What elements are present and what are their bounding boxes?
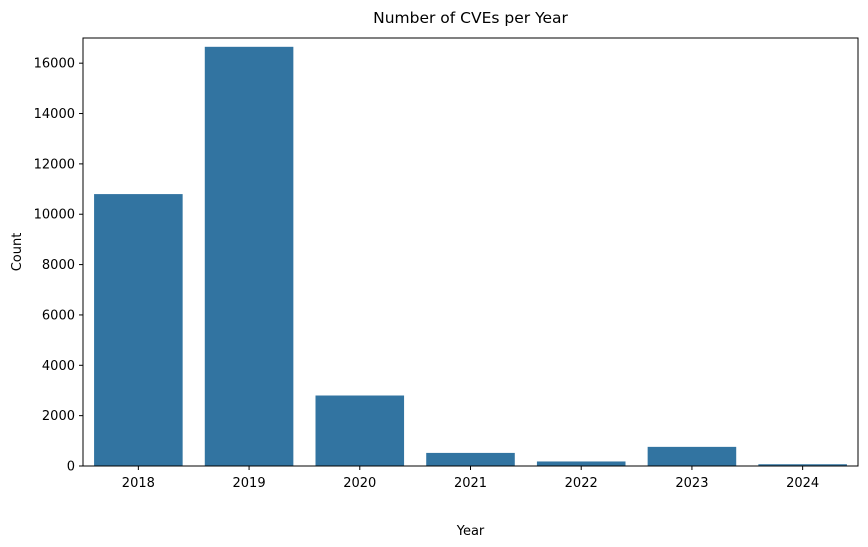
bar-2019	[204, 46, 294, 466]
x-tick-label: 2020	[343, 476, 376, 491]
bar-2021	[426, 452, 515, 466]
y-tick-label: 12000	[34, 157, 75, 172]
y-tick-label: 2000	[42, 409, 75, 424]
y-tick-label: 4000	[42, 359, 75, 374]
x-tick-label: 2023	[675, 476, 708, 491]
bars-group	[94, 46, 847, 466]
x-tick-label: 2018	[122, 476, 155, 491]
chart-title: Number of CVEs per Year	[373, 9, 568, 27]
y-tick-label: 6000	[42, 308, 75, 323]
x-tick-label: 2021	[454, 476, 487, 491]
y-tick-label: 14000	[34, 107, 75, 122]
x-axis-label: Year	[456, 524, 485, 539]
y-axis: 0 2000 4000 6000 8000 10000 12000 14000 16000	[34, 57, 83, 475]
plot-frame	[82, 37, 859, 467]
bar-2018	[94, 194, 183, 466]
x-tick-label: 2024	[786, 476, 819, 491]
bar-2022	[536, 461, 626, 466]
y-tick-label: 0	[67, 460, 75, 475]
bar-2020	[315, 395, 405, 466]
bar-2024	[758, 464, 847, 466]
y-tick-label: 16000	[34, 57, 75, 72]
y-tick-label: 10000	[34, 208, 75, 223]
y-tick-label: 8000	[42, 258, 75, 273]
bar-2023	[647, 446, 737, 466]
y-axis-label: Count	[10, 233, 25, 272]
x-axis: 2018 2019 2020 2021 2022 2023 2024	[122, 466, 819, 491]
x-tick-label: 2019	[233, 476, 266, 491]
x-tick-label: 2022	[565, 476, 598, 491]
